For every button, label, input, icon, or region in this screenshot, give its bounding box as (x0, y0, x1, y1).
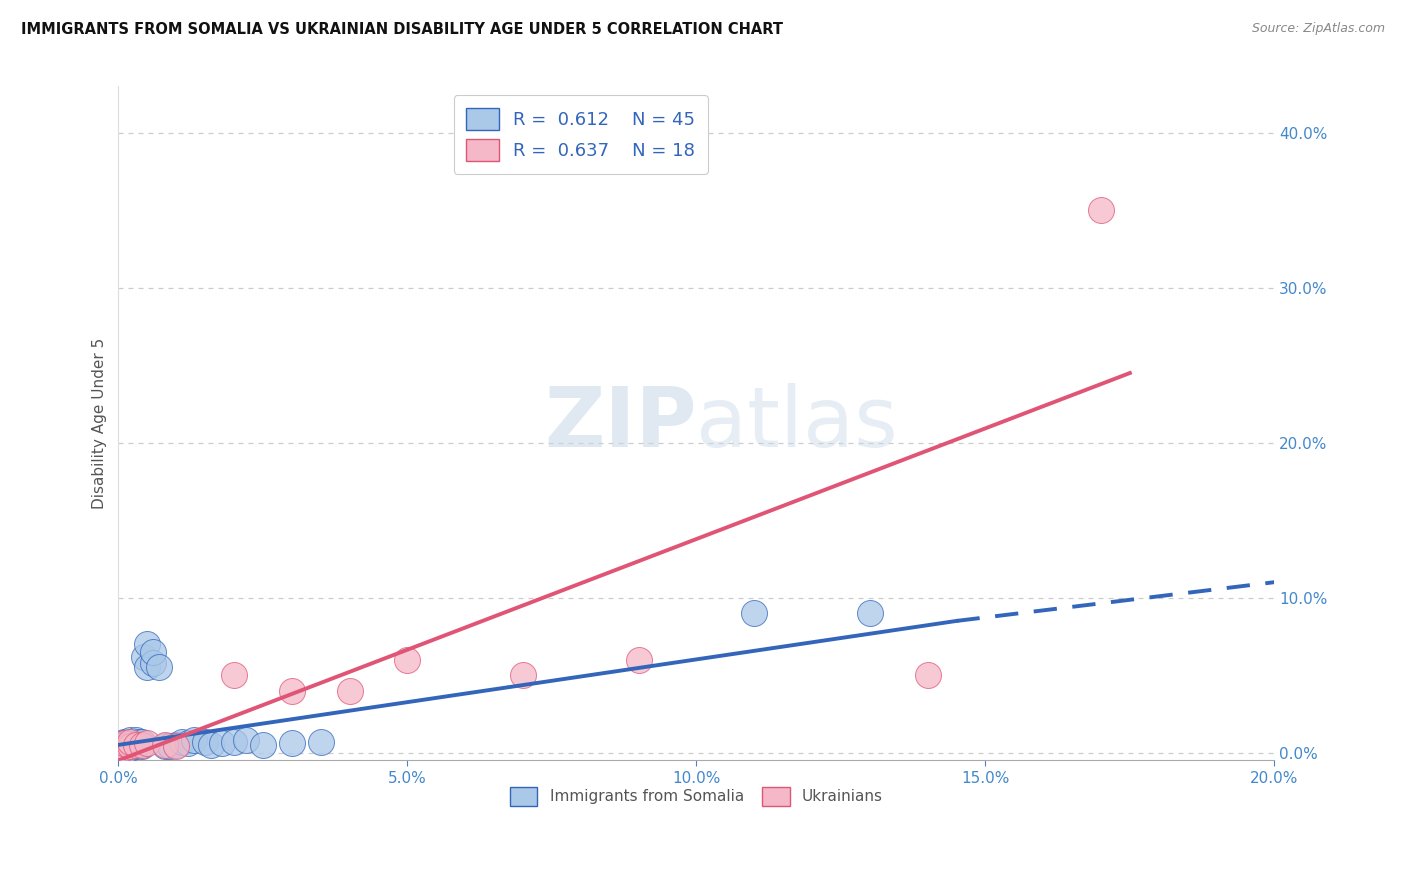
Point (110, 739, 132, 754)
Point (108, 738, 131, 752)
Point (115, 739, 138, 754)
Legend: Immigrants from Somalia, Ukrainians: Immigrants from Somalia, Ukrainians (502, 780, 890, 814)
Point (309, 735, 332, 749)
Point (111, 738, 134, 752)
Point (125, 738, 148, 752)
Point (117, 738, 139, 752)
Point (159, 739, 181, 754)
Point (115, 736, 138, 750)
Point (222, 735, 245, 749)
Point (112, 741, 135, 756)
Point (200, 738, 222, 752)
Point (170, 735, 193, 749)
Point (131, 738, 153, 752)
Point (112, 741, 135, 756)
Point (118, 739, 141, 754)
Point (118, 738, 141, 752)
Point (122, 735, 145, 749)
Point (165, 738, 187, 752)
Point (136, 637, 159, 651)
Point (252, 738, 274, 752)
Point (742, 606, 765, 620)
Point (118, 741, 141, 756)
Point (118, 735, 141, 749)
Point (131, 735, 153, 749)
Point (165, 739, 187, 754)
Y-axis label: Disability Age Under 5: Disability Age Under 5 (93, 338, 107, 509)
Point (112, 736, 135, 750)
Point (142, 645, 165, 659)
Point (136, 660, 159, 674)
Point (110, 739, 132, 754)
Point (281, 736, 304, 750)
Text: ZIP: ZIP (544, 383, 696, 464)
Point (120, 738, 142, 752)
Point (512, 668, 534, 682)
Point (112, 738, 135, 752)
Point (136, 736, 159, 750)
Point (235, 733, 257, 747)
Point (142, 656, 165, 670)
Point (125, 739, 148, 754)
Point (211, 736, 233, 750)
Point (859, 606, 882, 620)
Point (339, 683, 361, 698)
Point (115, 735, 138, 749)
Point (177, 736, 200, 750)
Point (134, 649, 156, 664)
Point (153, 739, 176, 754)
Point (153, 738, 176, 752)
Point (917, 668, 939, 682)
Text: Source: ZipAtlas.com: Source: ZipAtlas.com (1251, 22, 1385, 36)
Point (183, 733, 205, 747)
Point (128, 735, 150, 749)
Point (131, 739, 153, 754)
Point (112, 736, 135, 750)
Text: IMMIGRANTS FROM SOMALIA VS UKRAINIAN DISABILITY AGE UNDER 5 CORRELATION CHART: IMMIGRANTS FROM SOMALIA VS UKRAINIAN DIS… (21, 22, 783, 37)
Point (222, 668, 245, 682)
Point (125, 733, 148, 747)
Point (1090, 203, 1112, 218)
Point (118, 733, 141, 747)
Point (114, 739, 136, 754)
Point (396, 653, 419, 667)
Point (281, 683, 304, 698)
Text: atlas: atlas (696, 383, 898, 464)
Point (148, 660, 170, 674)
Point (125, 736, 148, 750)
Point (194, 735, 217, 749)
Point (112, 735, 135, 749)
Point (627, 653, 650, 667)
